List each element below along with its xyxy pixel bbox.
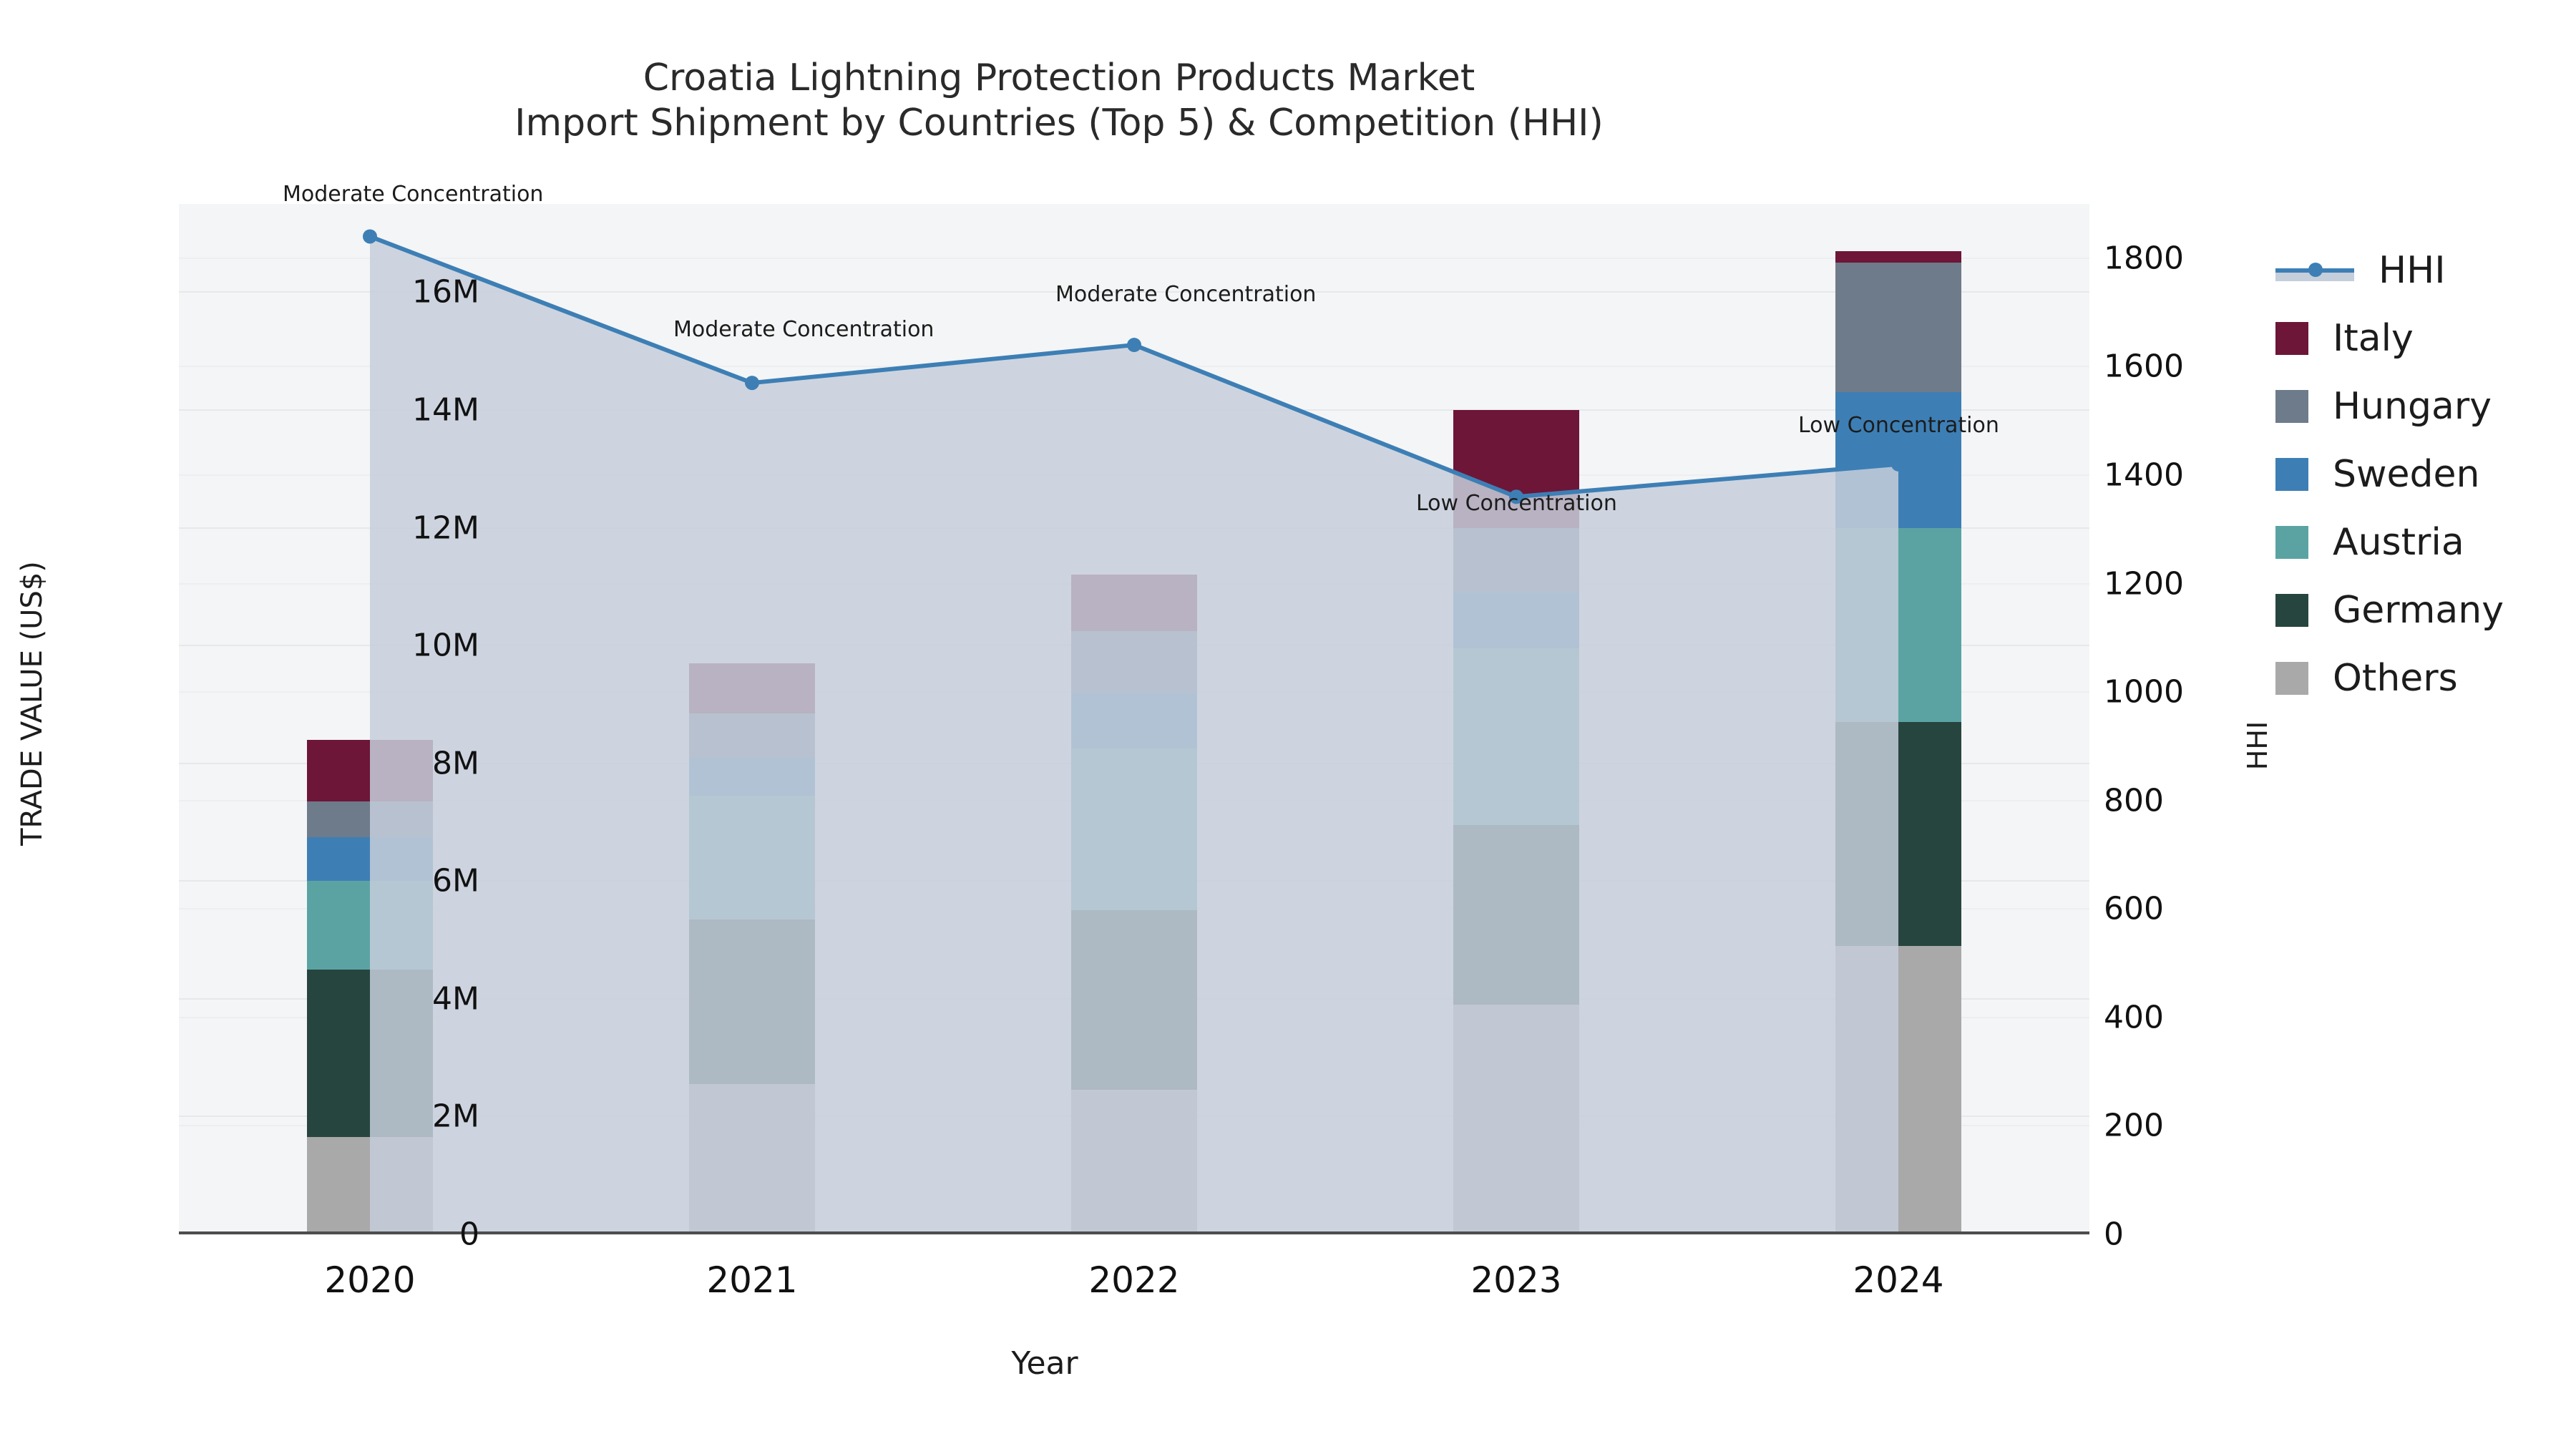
x-tick-2024: 2024 [1853, 1259, 1944, 1301]
legend-label-sweden: Sweden [2333, 452, 2480, 496]
legend-label-hungary: Hungary [2333, 384, 2492, 428]
legend-swatch-sweden [2275, 457, 2308, 491]
hhi-annotation-2020: Moderate Concentration [283, 182, 544, 208]
y-axis-left-label: TRADE VALUE (US$) [16, 561, 49, 846]
y-right-tick-400: 400 [2104, 999, 2164, 1036]
hhi-annotation-2024: Low Concentration [1798, 412, 1999, 438]
y-left-tick-2M: 2M [432, 1098, 479, 1135]
legend-item-sweden[interactable]: Sweden [2275, 440, 2504, 508]
x-tick-2022: 2022 [1088, 1259, 1180, 1301]
hhi-annotation-2021: Moderate Concentration [673, 317, 935, 343]
legend-swatch-italy [2275, 321, 2308, 355]
legend-item-germany[interactable]: Germany [2275, 576, 2504, 644]
y-right-tick-800: 800 [2104, 782, 2164, 819]
legend-item-others[interactable]: Others [2275, 644, 2504, 712]
y-axis-right-label: HHI [2242, 721, 2273, 771]
x-axis-baseline [179, 1231, 2089, 1234]
legend-item-italy[interactable]: Italy [2275, 304, 2504, 372]
chart-legend: HHI Italy Hungary Sweden Austria Germany Other… [2275, 236, 2504, 712]
hhi-point-2024[interactable] [1891, 457, 1906, 472]
legend-label-austria: Austria [2333, 520, 2464, 564]
hhi-annotation-2022: Moderate Concentration [1055, 282, 1317, 308]
y-left-tick-8M: 8M [432, 745, 479, 782]
y-right-tick-1800: 1800 [2104, 240, 2184, 277]
legend-swatch-others [2275, 661, 2308, 695]
hhi-annotation-2023: Low Concentration [1416, 491, 1617, 517]
y-left-tick-10M: 10M [412, 627, 479, 664]
chart-title: Croatia Lightning Protection Products Ma… [0, 56, 2118, 147]
bar-segment-italy-2024[interactable] [1835, 250, 1961, 263]
legend-swatch-austria [2275, 525, 2308, 559]
y-right-tick-200: 200 [2104, 1107, 2164, 1144]
y-right-tick-1200: 1200 [2104, 565, 2184, 602]
y-right-tick-600: 600 [2104, 890, 2164, 927]
hhi-point-2020[interactable] [363, 229, 377, 244]
hhi-line-series [363, 229, 1906, 1235]
legend-label-germany: Germany [2333, 588, 2504, 632]
legend-label-others: Others [2333, 656, 2458, 700]
y-left-tick-16M: 16M [412, 273, 479, 311]
gridline-left [179, 291, 2089, 293]
legend-line-dot-icon [2308, 262, 2323, 277]
chart-title-line-1: Croatia Lightning Protection Products Ma… [643, 57, 1475, 99]
x-tick-2023: 2023 [1470, 1259, 1562, 1301]
x-tick-2021: 2021 [706, 1259, 798, 1301]
hhi-point-2021[interactable] [745, 376, 759, 391]
x-axis-label: Year [1011, 1345, 1078, 1382]
legend-item-hhi[interactable]: HHI [2275, 236, 2504, 304]
hhi-point-2022[interactable] [1127, 338, 1141, 353]
bar-segment-hungary-2024[interactable] [1835, 263, 1961, 393]
gridline-right [179, 257, 2089, 259]
legend-label-hhi: HHI [2379, 248, 2446, 292]
chart-title-line-2: Import Shipment by Countries (Top 5) & C… [514, 102, 1604, 145]
y-right-tick-1600: 1600 [2104, 348, 2184, 385]
plot-area: Moderate Concentration Moderate Concentra… [179, 182, 2089, 1235]
legend-item-hungary[interactable]: Hungary [2275, 372, 2504, 440]
hhi-area-fill [370, 236, 1898, 1235]
y-right-tick-1400: 1400 [2104, 457, 2184, 494]
hhi-point-2023[interactable] [1509, 489, 1523, 504]
legend-line-marker-icon [2275, 254, 2354, 287]
y-left-tick-6M: 6M [432, 862, 479, 899]
legend-label-italy: Italy [2333, 316, 2414, 360]
y-right-tick-0: 0 [2104, 1216, 2124, 1253]
y-left-tick-0: 0 [459, 1216, 479, 1253]
x-tick-2020: 2020 [324, 1259, 416, 1301]
legend-swatch-germany [2275, 593, 2308, 627]
gridline-right [179, 1234, 2089, 1235]
y-left-tick-4M: 4M [432, 980, 479, 1018]
y-left-tick-12M: 12M [412, 509, 479, 547]
y-right-tick-1000: 1000 [2104, 673, 2184, 711]
legend-item-austria[interactable]: Austria [2275, 508, 2504, 576]
y-left-tick-14M: 14M [412, 391, 479, 429]
legend-swatch-hungary [2275, 389, 2308, 423]
y-axis-left-label-wrap: TRADE VALUE (US$) [7, 0, 50, 1449]
